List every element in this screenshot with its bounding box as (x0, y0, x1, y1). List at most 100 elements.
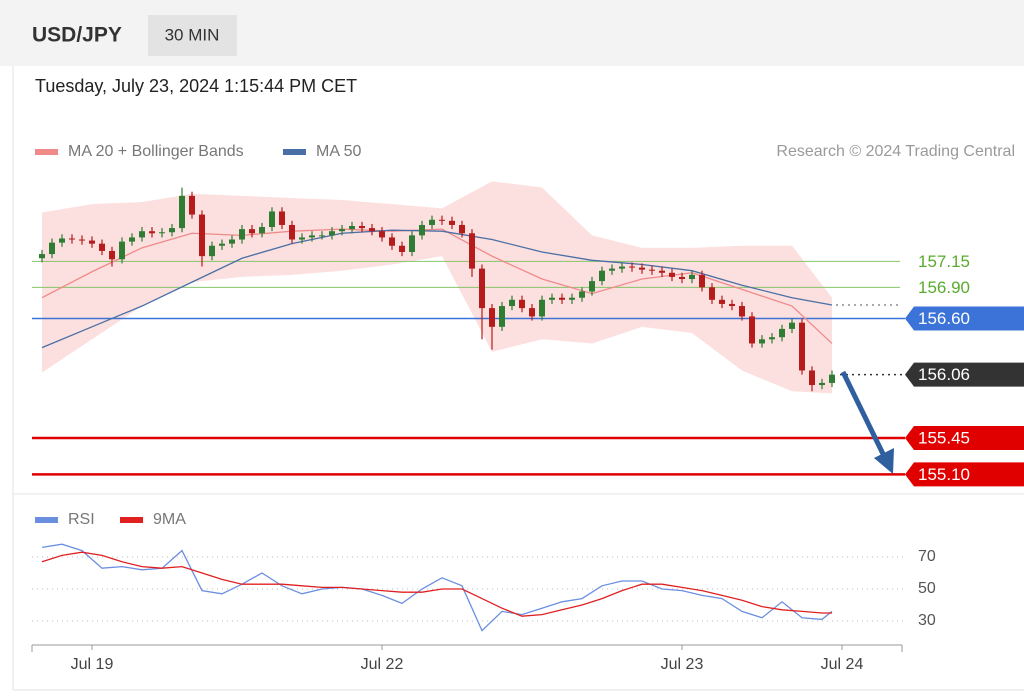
y-tick-label: 70 (918, 548, 936, 565)
candle-body (559, 297, 565, 300)
candle-body (239, 229, 245, 240)
x-tick-label: Jul 22 (361, 656, 404, 673)
level-label: 156.06 (918, 365, 970, 384)
source: Research © 2024 Trading Central (776, 143, 1015, 160)
candle-body (519, 299, 525, 309)
candle-body (249, 229, 255, 234)
candle-body (769, 337, 775, 340)
candle-body (439, 219, 445, 221)
candle-body (259, 227, 265, 234)
candle-body (569, 297, 575, 300)
level-badge (905, 462, 1024, 487)
legend-swatch (283, 149, 306, 155)
candle-body (789, 322, 795, 329)
candle-body (409, 235, 415, 252)
candle-body (219, 243, 225, 246)
candle-body (399, 245, 405, 252)
candle-body (709, 287, 715, 300)
candle-body (589, 281, 595, 292)
legend-label: MA 50 (316, 143, 361, 160)
candle-body (79, 239, 85, 241)
candle-body (129, 237, 135, 242)
candle-body (199, 214, 205, 257)
candle-body (319, 235, 325, 237)
candle-body (189, 195, 195, 215)
ma-line (41, 229, 833, 349)
candle-body (209, 245, 215, 257)
level-label: 155.10 (918, 465, 970, 484)
candle-body (139, 231, 145, 238)
candle-body (279, 211, 285, 225)
candle-body (809, 370, 815, 386)
candle-body (759, 339, 765, 344)
candle-body (159, 232, 165, 234)
candle-body (429, 219, 435, 225)
candle-body (799, 322, 805, 371)
candle-body (739, 306, 745, 317)
candle-body (309, 235, 315, 238)
candle-body (539, 299, 545, 317)
candle-body (649, 269, 655, 271)
candle-body (499, 306, 505, 327)
candle-body (529, 308, 535, 317)
candle-body (749, 316, 755, 344)
candle-body (179, 195, 185, 229)
candle-body (729, 303, 735, 307)
candle-body (619, 266, 625, 269)
arrow-shaft (840, 370, 888, 460)
candle-body (609, 268, 615, 271)
candle-body (359, 226, 365, 229)
candle-body (49, 242, 55, 255)
plot: MA 20 + Bollinger Bands MA 50 157.15 156.90… (32, 143, 1024, 673)
legend-swatch (120, 517, 143, 523)
candle-body (289, 224, 295, 240)
candle-body (149, 231, 155, 234)
indicator-line (41, 551, 832, 617)
legend-swatch (35, 149, 58, 155)
candle-body (669, 272, 675, 277)
timeframe-badge (148, 15, 237, 56)
candle-body (479, 268, 485, 309)
candle-body (659, 270, 665, 273)
x-tick-label: Jul 19 (71, 656, 114, 673)
y-tick-label: 50 (918, 580, 936, 597)
candle-body (59, 238, 65, 243)
candle-body (469, 233, 475, 269)
candle-body (89, 240, 95, 244)
candle-body (459, 224, 465, 234)
candle-body (169, 228, 175, 233)
ma-line (41, 228, 833, 344)
candle-body (109, 250, 115, 260)
candle-body (379, 231, 385, 238)
candle-body (819, 382, 825, 386)
candle-body (229, 239, 235, 244)
x-tick-label: Jul 24 (821, 656, 864, 673)
candle-body (349, 226, 355, 230)
candle-body (69, 238, 75, 240)
timeframe: 30 MIN (165, 25, 220, 44)
candle-body (389, 237, 395, 246)
candle-body (119, 241, 125, 260)
candle-body (269, 211, 275, 228)
x-tick-label: Jul 23 (661, 656, 704, 673)
legend-label: MA 20 + Bollinger Bands (68, 143, 244, 160)
candle-body (339, 229, 345, 232)
level-badge (905, 362, 1024, 387)
level-label: 157.15 (918, 252, 970, 271)
candle-body (829, 374, 835, 383)
candle-body (329, 231, 335, 236)
candle-body (509, 299, 515, 307)
candle-body (579, 291, 585, 298)
level-label: 156.60 (918, 309, 970, 328)
legend-label: RSI (68, 511, 95, 528)
symbol: USD/JPY (32, 24, 122, 47)
candle-body (99, 243, 105, 251)
level-label: 155.45 (918, 429, 970, 448)
candle-body (699, 274, 705, 288)
candle-body (449, 220, 455, 225)
candle-body (419, 224, 425, 236)
forecast-arrow (840, 370, 894, 474)
timestamp: Tuesday, July 23, 2024 1:15:44 PM CET (35, 76, 357, 96)
